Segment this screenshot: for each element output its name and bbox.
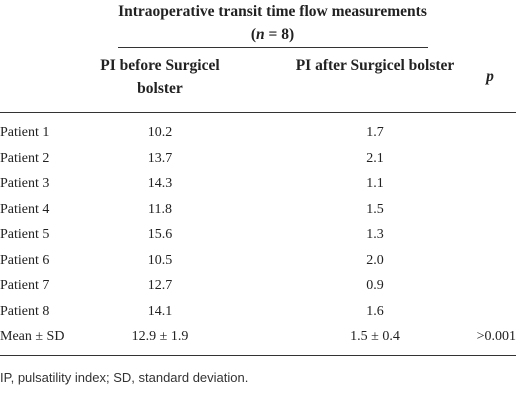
rule xyxy=(0,112,516,113)
cell: 1.7 xyxy=(366,125,384,140)
rule xyxy=(118,47,428,48)
cell: >0.001 xyxy=(476,329,516,344)
group-header-text: Intraoperative transit time flow measure… xyxy=(118,3,427,43)
row-label: Patient 6 xyxy=(0,252,50,268)
cell: 12.7 xyxy=(147,278,173,293)
cell: 14.3 xyxy=(147,176,173,191)
footnote: IP, pulsatility index; SD, standard devi… xyxy=(0,370,249,385)
column-header: p xyxy=(486,68,494,85)
row-label: Patient 5 xyxy=(0,227,50,242)
cell: 2.0 xyxy=(366,252,384,268)
cell: 1.1 xyxy=(366,176,384,191)
cell: 0.9 xyxy=(366,278,384,293)
row-label: Patient 3 xyxy=(0,176,50,191)
row-label: Mean ± SD xyxy=(0,329,65,344)
cell: 10.5 xyxy=(147,252,173,268)
row-label: Patient 7 xyxy=(0,278,50,293)
row-label: Patient 8 xyxy=(0,303,50,319)
group-header: Intraoperative transit time flow measure… xyxy=(110,0,435,46)
rule xyxy=(0,355,516,356)
cell: 1.3 xyxy=(366,227,384,242)
cell: 10.2 xyxy=(147,125,173,140)
cell: 11.8 xyxy=(148,201,172,217)
row-label: Patient 1 xyxy=(0,125,50,140)
cell: 14.1 xyxy=(147,303,173,319)
cell: 1.6 xyxy=(366,303,384,319)
cell: 1.5 ± 0.4 xyxy=(350,329,400,344)
group-header-text: = 8) xyxy=(264,26,295,43)
cell: 2.1 xyxy=(366,150,384,166)
column-header: PI before Surgicel bolster xyxy=(100,57,220,97)
cell: 15.6 xyxy=(147,227,173,242)
row-label: Patient 4 xyxy=(0,201,50,217)
row-label: Patient 2 xyxy=(0,150,50,166)
cell: 1.5 xyxy=(366,201,384,217)
cell: 13.7 xyxy=(147,150,173,166)
group-header-italic: n xyxy=(256,26,265,43)
column-header: PI after Surgicel bolster xyxy=(295,57,455,74)
cell: 12.9 ± 1.9 xyxy=(131,329,189,344)
